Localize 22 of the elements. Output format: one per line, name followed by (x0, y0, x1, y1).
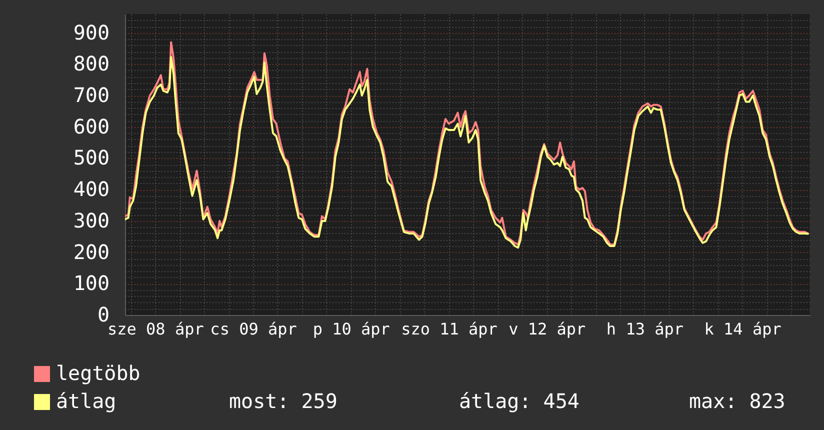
y-tick-label: 400 (73, 177, 110, 202)
x-tick-label: szo 11 ápr (401, 320, 498, 338)
y-tick-label: 600 (73, 114, 110, 138)
y-tick-label: 100 (73, 271, 110, 296)
y-tick-label: 900 (73, 20, 110, 44)
x-tick-label: p 10 ápr (312, 320, 390, 338)
y-tick-label: 200 (73, 240, 110, 264)
x-tick-label: cs 09 ápr (210, 320, 298, 338)
x-tick-label: h 13 ápr (606, 320, 684, 338)
x-tick-label: k 14 ápr (704, 320, 782, 338)
y-tick-label: 700 (73, 83, 110, 108)
y-tick-label: 0 (97, 302, 110, 326)
x-tick-label: v 12 ápr (508, 320, 586, 338)
text: max: 823 (689, 389, 786, 413)
x-tick-label: sze 08 ápr (108, 320, 204, 338)
y-tick-label: 500 (73, 146, 110, 170)
text: most: 259 (229, 389, 338, 413)
y-tick-label: 300 (73, 208, 110, 232)
legend-label: átlag (56, 389, 116, 413)
text: átlag: 454 (459, 389, 580, 413)
y-tick-label: 800 (73, 52, 110, 76)
legend-label: legtöbb (56, 361, 140, 385)
